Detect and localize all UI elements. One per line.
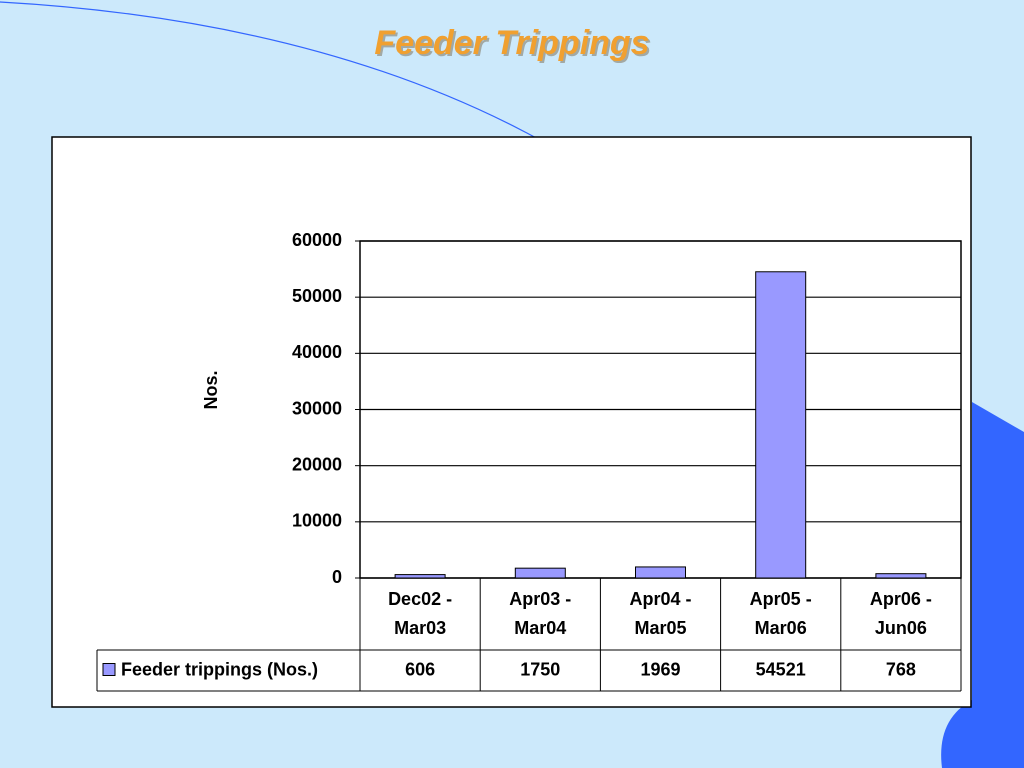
decor-curve bbox=[0, 1, 541, 141]
bar bbox=[755, 271, 807, 579]
y-tick-label: 10000 bbox=[292, 511, 342, 531]
y-tick-label: 20000 bbox=[292, 454, 342, 474]
table-value: 606 bbox=[405, 659, 435, 679]
chart-title: Feeder Trippings bbox=[374, 24, 649, 62]
table-value: 54521 bbox=[756, 659, 806, 679]
x-tick-label: Apr04 - Mar05 bbox=[629, 589, 692, 638]
y-tick-label: 60000 bbox=[292, 230, 342, 250]
x-tick-label: Apr03 - Mar04 bbox=[509, 589, 572, 638]
table-value: 1969 bbox=[640, 659, 680, 679]
bar bbox=[514, 567, 566, 579]
table-value: 768 bbox=[886, 659, 916, 679]
y-tick-label: 40000 bbox=[292, 342, 342, 362]
x-tick-label: Apr05 - Mar06 bbox=[749, 589, 812, 638]
chart-frame bbox=[51, 136, 972, 708]
y-tick-label: 0 bbox=[332, 567, 342, 587]
table-value: 1750 bbox=[520, 659, 560, 679]
bar bbox=[875, 573, 927, 579]
title-shadow: Feeder Trippings bbox=[376, 26, 651, 64]
y-axis-label: Nos. bbox=[201, 370, 221, 409]
y-tick-label: 30000 bbox=[292, 398, 342, 418]
legend-label: Feeder trippings (Nos.) bbox=[121, 659, 318, 679]
bar bbox=[394, 574, 446, 579]
y-tick-label: 50000 bbox=[292, 286, 342, 306]
decor-shape bbox=[941, 402, 1024, 768]
bar bbox=[635, 566, 686, 579]
x-tick-label: Dec02 - Mar03 bbox=[388, 589, 453, 638]
x-tick-label: Apr06 - Jun06 bbox=[869, 589, 932, 638]
legend-swatch bbox=[102, 663, 116, 676]
